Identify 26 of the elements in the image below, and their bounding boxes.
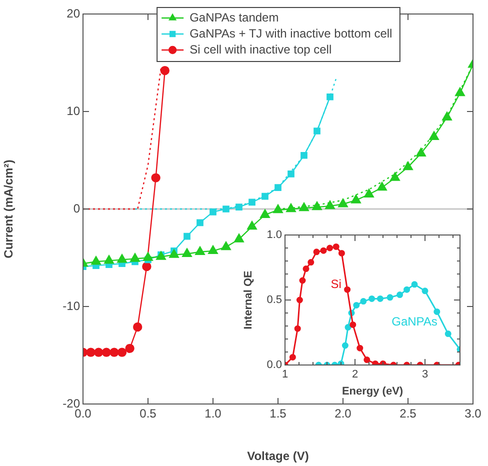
x-tick-label: 1.5 — [270, 406, 287, 421]
legend-label: GaNPAs tandem — [190, 10, 279, 24]
x-tick-label: 3.0 — [464, 406, 482, 421]
y-tick-label: 0 — [73, 201, 80, 216]
y-tick-label: 0.0 — [266, 359, 282, 372]
y-axis-title: Current (mA/cm²) — [2, 160, 16, 258]
series-label: GaNPAs — [392, 314, 438, 329]
x-tick-label: 2.0 — [334, 406, 352, 421]
y-tick-label: -10 — [62, 298, 80, 313]
x-tick-label: 1 — [282, 368, 288, 381]
x-tick-label: 2.5 — [400, 406, 417, 421]
y-tick-label: 20 — [66, 6, 80, 20]
series-label: Si — [330, 277, 342, 292]
legend-label: GaNPAs + TJ with inactive bottom cell — [190, 26, 392, 40]
x-tick-label: 2 — [352, 368, 358, 381]
x-tick-label: 0.5 — [140, 406, 157, 421]
y-axis-title: Internal QE — [242, 270, 255, 330]
x-axis-title: Energy (eV) — [342, 385, 404, 398]
x-tick-label: 1.0 — [204, 406, 222, 421]
y-tick-label: 10 — [66, 104, 80, 118]
legend-label: Si cell with inactive top cell — [190, 42, 332, 56]
x-tick-label: 3 — [422, 368, 428, 381]
y-tick-label: 0.5 — [266, 294, 282, 306]
y-tick-label: 1.0 — [266, 229, 282, 242]
x-axis-title: Voltage (V) — [247, 449, 309, 464]
y-tick-label: -20 — [62, 396, 80, 410]
